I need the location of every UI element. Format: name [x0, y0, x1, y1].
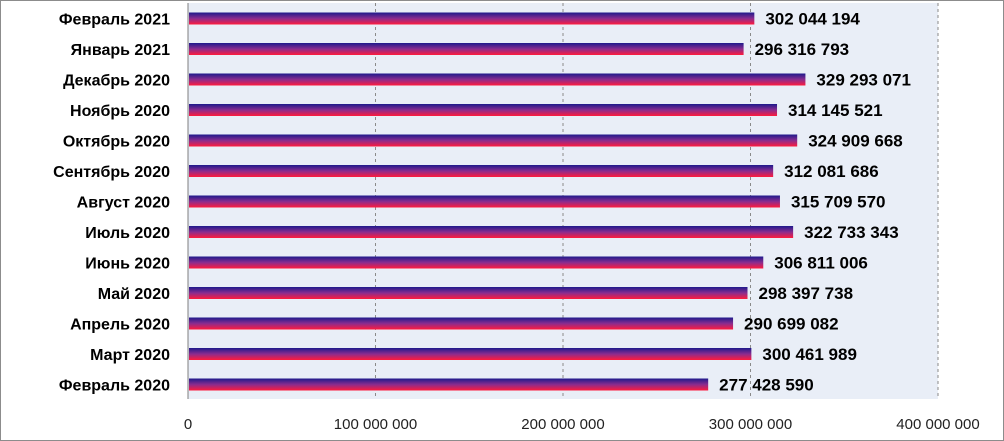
value-label: 324 909 668 [808, 132, 903, 151]
value-label: 300 461 989 [762, 345, 857, 364]
category-label: Апрель 2020 [70, 317, 170, 334]
category-label: Февраль 2020 [59, 378, 170, 395]
value-label: 314 145 521 [788, 101, 883, 120]
x-tick-label: 300 000 000 [709, 416, 792, 433]
value-label: 277 428 590 [719, 376, 814, 395]
category-label: Май 2020 [98, 286, 170, 303]
value-labels: 302 044 194 296 316 793 329 293 071 314 145… [719, 10, 911, 395]
category-label: Июль 2020 [85, 225, 170, 242]
bar [189, 134, 798, 147]
bar [189, 348, 752, 360]
value-label: 322 733 343 [804, 223, 899, 242]
bar [189, 287, 748, 299]
value-label: 298 397 738 [758, 284, 853, 303]
x-tick-label: 400 000 000 [896, 416, 979, 433]
value-label: 290 699 082 [744, 315, 839, 334]
bar [189, 73, 806, 86]
category-labels: Февраль 2021 Январь 2021 Декабрь 2020 Ноябр… [53, 12, 170, 395]
category-label: Январь 2021 [71, 42, 170, 59]
x-tick-label: 0 [184, 416, 192, 433]
bar [189, 378, 709, 391]
value-label: 306 811 006 [774, 254, 868, 273]
category-label: Июнь 2020 [85, 256, 170, 273]
category-label: Октябрь 2020 [63, 134, 170, 151]
category-label: Декабрь 2020 [63, 73, 170, 90]
x-axis-ticks: 0 100 000 000 200 000 000 300 000 000 400 00… [184, 416, 980, 433]
x-tick-label: 100 000 000 [334, 416, 417, 433]
bar [189, 43, 744, 55]
category-label: Март 2020 [90, 347, 170, 364]
bar [189, 256, 764, 269]
category-label: Август 2020 [77, 195, 170, 212]
value-label: 329 293 071 [816, 71, 911, 90]
category-label: Ноябрь 2020 [70, 103, 170, 120]
bar [189, 317, 734, 330]
category-label: Февраль 2021 [59, 12, 170, 29]
bar [189, 165, 774, 177]
x-tick-label: 200 000 000 [521, 416, 604, 433]
bar [189, 104, 778, 116]
category-label: Сентябрь 2020 [53, 164, 170, 181]
bar [189, 226, 794, 238]
value-label: 315 709 570 [791, 193, 886, 212]
bars [189, 12, 806, 391]
value-label: 296 316 793 [755, 40, 850, 59]
bar [189, 12, 755, 25]
value-label: 302 044 194 [765, 10, 860, 29]
bar [189, 195, 780, 208]
value-label: 312 081 686 [784, 162, 879, 181]
